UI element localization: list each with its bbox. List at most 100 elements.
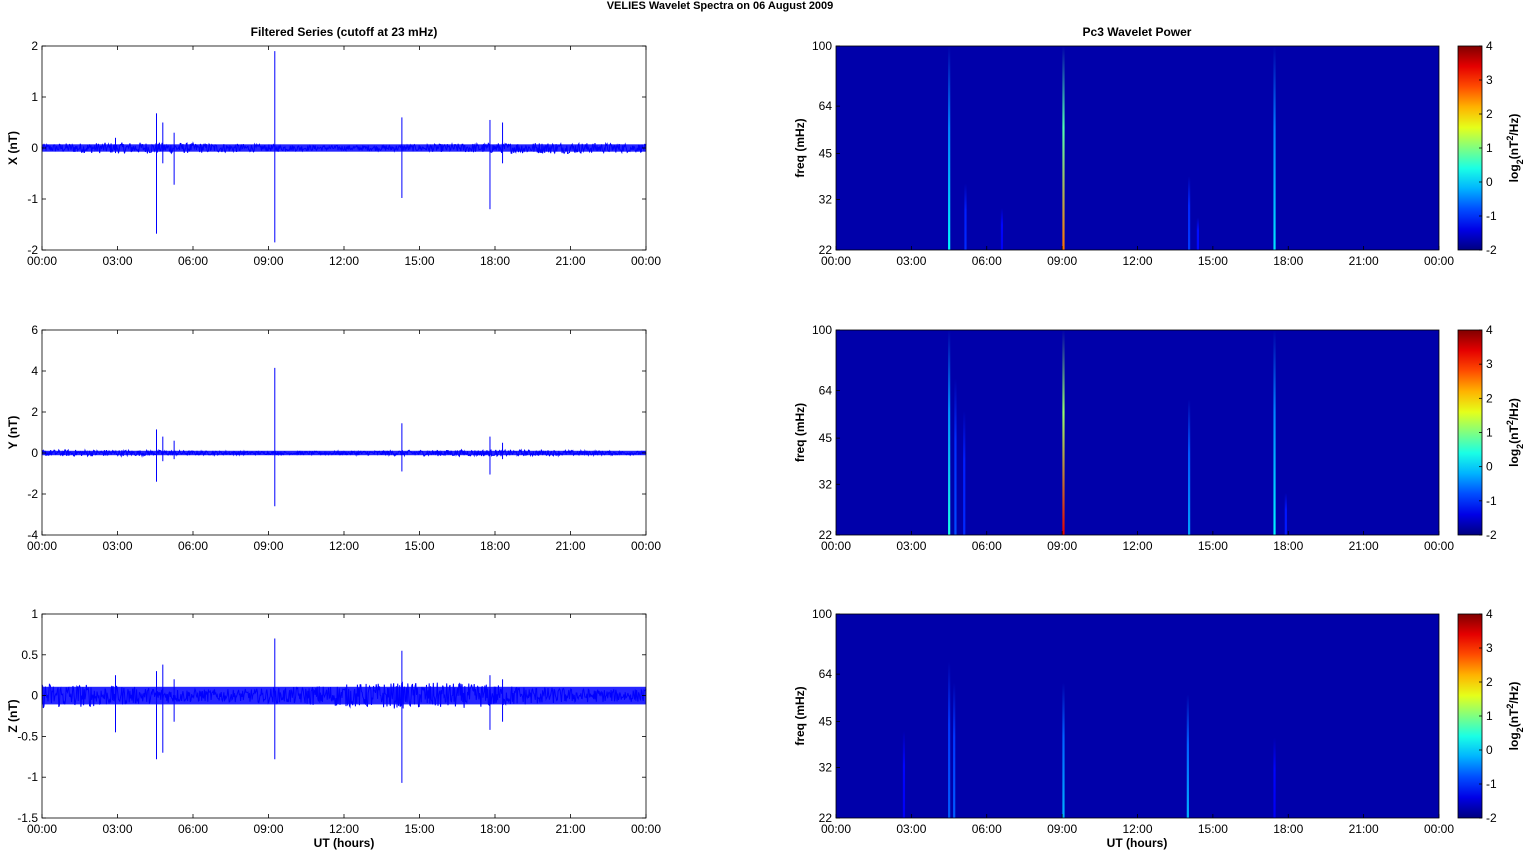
x-tick-label: 06:00	[178, 822, 208, 836]
colorbar-tick-label: 1	[1486, 426, 1493, 440]
signal-noise-band	[42, 450, 646, 456]
colorbar-tick-label: 0	[1486, 460, 1493, 474]
colorbar-label-part: 2	[1505, 136, 1515, 141]
wavelet-power-streak	[963, 410, 966, 535]
wavelet-power-streak	[1284, 493, 1287, 535]
wavelet-power-streak	[1062, 46, 1065, 250]
x-tick-label: 03:00	[102, 254, 132, 268]
y-tick-label: 64	[819, 99, 833, 113]
x-tick-label: 00:00	[27, 822, 57, 836]
y-tick-label: -4	[27, 528, 38, 542]
x-tick-label: 09:00	[1047, 539, 1077, 553]
y-tick-label: 64	[819, 383, 833, 397]
x-tick-label: 21:00	[1349, 254, 1379, 268]
y-tick-label: 64	[819, 667, 833, 681]
y-tick-label: 45	[819, 431, 833, 445]
colorbar-label-part: log	[1507, 449, 1521, 467]
x-tick-label: 00:00	[631, 539, 661, 553]
wavelet-power-streak	[1196, 217, 1199, 250]
colorbar-tick-label: -2	[1486, 811, 1497, 825]
colorbar-tick-label: -2	[1486, 243, 1497, 257]
colorbar-label-part: log	[1507, 732, 1521, 750]
x-tick-label: 03:00	[102, 539, 132, 553]
colorbar-tick-label: -1	[1486, 777, 1497, 791]
y-tick-label: 45	[819, 147, 833, 161]
colorbar-label-part: (nT	[1507, 708, 1521, 727]
colorbar-label-part: (nT	[1507, 140, 1521, 159]
x-tick-label: 18:00	[480, 254, 510, 268]
y-tick-label: -2	[27, 487, 38, 501]
left-column-title: Filtered Series (cutoff at 23 mHz)	[251, 25, 438, 39]
colorbar-tick-label: 0	[1486, 175, 1493, 189]
y-tick-label: 6	[31, 323, 38, 337]
wavelet-power-streak	[1273, 46, 1276, 250]
x-tick-label: 21:00	[1349, 539, 1379, 553]
plot-area	[42, 614, 646, 818]
colorbar-tick-label: 2	[1486, 675, 1493, 689]
x-tick-label: 06:00	[972, 254, 1002, 268]
colorbar-label-part: 2	[1505, 704, 1515, 709]
y-tick-label: 32	[819, 477, 833, 491]
wavelet-power-streak	[948, 46, 951, 250]
colorbar-label: log2(nT2/Hz)	[1505, 682, 1525, 751]
y-axis-label: Z (nT)	[6, 699, 20, 732]
colorbar-label-part: /Hz)	[1507, 682, 1521, 704]
colorbar-label-part: /Hz)	[1507, 114, 1521, 136]
x-tick-label: 12:00	[329, 254, 359, 268]
x-tick-label: 18:00	[1273, 822, 1303, 836]
x-tick-label: 12:00	[1122, 539, 1152, 553]
wavelet-power-streak	[1186, 694, 1189, 818]
x-tick-label: 15:00	[404, 822, 434, 836]
colorbar-label-part: (nT	[1507, 425, 1521, 444]
colorbar-label-part: 2	[1505, 420, 1515, 425]
x-tick-label: 09:00	[253, 539, 283, 553]
y-tick-label: 22	[819, 243, 833, 257]
x-tick-label: 06:00	[972, 822, 1002, 836]
x-tick-label: 00:00	[631, 254, 661, 268]
y-axis-label: Y (nT)	[6, 416, 20, 450]
colorbar-tick-label: 3	[1486, 357, 1493, 371]
colorbar-label-part: 2	[1515, 444, 1525, 449]
x-tick-label: 18:00	[480, 822, 510, 836]
x-tick-label: 21:00	[555, 539, 585, 553]
colorbar-tick-label: 1	[1486, 141, 1493, 155]
x-tick-label: 15:00	[404, 539, 434, 553]
colorbar-tick-label: 4	[1486, 323, 1493, 337]
x-tick-label: 00:00	[1424, 539, 1454, 553]
x-tick-label: 12:00	[1122, 254, 1152, 268]
x-tick-label: 12:00	[1122, 822, 1152, 836]
wavelet-power-streak	[1000, 208, 1004, 250]
y-tick-label: 0.5	[21, 648, 38, 662]
y-tick-label: 2	[31, 39, 38, 53]
y-tick-label: 0	[31, 689, 38, 703]
wavelet-power-streak	[902, 730, 906, 818]
x-tick-label: 06:00	[972, 539, 1002, 553]
plot-area	[42, 330, 646, 535]
colorbar-tick-label: -2	[1486, 528, 1497, 542]
x-tick-label: 03:00	[896, 539, 926, 553]
y-tick-label: 22	[819, 528, 833, 542]
x-tick-label: 00:00	[821, 254, 851, 268]
colorbar-label-part: /Hz)	[1507, 398, 1521, 420]
x-tick-label: 00:00	[821, 822, 851, 836]
y-tick-label: 100	[812, 323, 832, 337]
y-tick-label: 100	[812, 39, 832, 53]
right-x-axis-label: UT (hours)	[1107, 836, 1168, 850]
y-tick-label: 1	[31, 90, 38, 104]
colorbar-tick-label: -1	[1486, 209, 1497, 223]
wavelet-power-streak	[954, 378, 957, 535]
colorbar-label-part: 2	[1515, 159, 1525, 164]
x-tick-label: 03:00	[896, 822, 926, 836]
left-x-axis-label: UT (hours)	[314, 836, 375, 850]
x-tick-label: 03:00	[102, 822, 132, 836]
x-tick-label: 21:00	[555, 822, 585, 836]
spectrum-background	[836, 46, 1439, 250]
colorbar-tick-label: 0	[1486, 743, 1493, 757]
y-tick-label: 4	[31, 364, 38, 378]
figure-title: VELIES Wavelet Spectra on 06 August 2009	[607, 0, 834, 12]
y-tick-label: 0	[31, 446, 38, 460]
wavelet-power-streak	[1188, 176, 1191, 250]
